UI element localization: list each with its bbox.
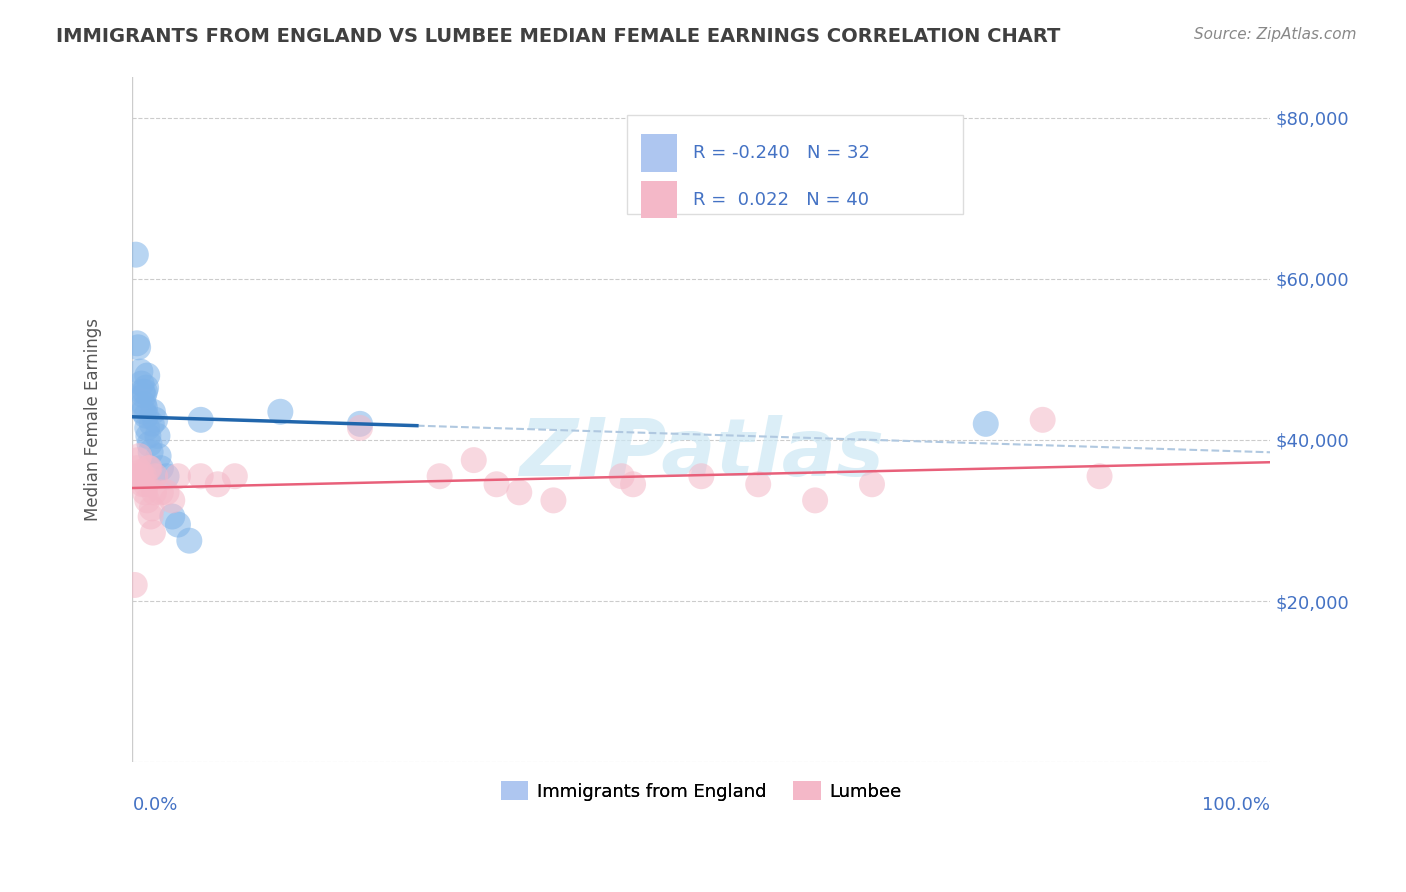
Point [162,493,184,508]
Point [167,517,190,532]
Point [349,421,371,435]
Point [167,469,190,483]
Bar [641,134,678,171]
Point [162,509,184,524]
Point [747,477,769,491]
Point [134,401,156,415]
Point [269,405,291,419]
Point [860,477,883,491]
Point [508,485,530,500]
Point [129,364,152,378]
Point [974,417,997,431]
Point [136,493,159,508]
Point [143,413,166,427]
Point [804,493,827,508]
Point [131,384,153,399]
Point [141,417,163,431]
Point [127,453,149,467]
Point [125,248,148,262]
Point [139,509,162,524]
Point [429,469,451,483]
Point [132,469,155,483]
Point [124,578,146,592]
Text: Source: ZipAtlas.com: Source: ZipAtlas.com [1194,27,1357,42]
Text: 100.0%: 100.0% [1202,797,1270,814]
Point [621,477,644,491]
Point [155,485,177,500]
Point [190,413,212,427]
Point [125,461,148,475]
Point [129,465,152,479]
Point [127,340,149,354]
Text: ZIPatlas: ZIPatlas [519,415,884,493]
Point [134,384,156,399]
Point [136,368,159,383]
Point [138,429,160,443]
Point [349,417,371,431]
Point [146,429,169,443]
Point [139,445,162,459]
Text: 0.0%: 0.0% [132,797,177,814]
Point [143,485,166,500]
Point [690,469,713,483]
Point [128,449,150,463]
Point [143,469,166,483]
Point [132,397,155,411]
Point [136,421,159,435]
Point [138,461,160,475]
Point [125,469,148,483]
Legend: Immigrants from England, Lumbee: Immigrants from England, Lumbee [494,774,910,808]
Point [610,469,633,483]
Point [125,336,148,351]
Point [224,469,246,483]
Point [207,477,229,491]
Point [1088,469,1111,483]
Text: R =  0.022   N = 40: R = 0.022 N = 40 [693,191,869,209]
Point [134,485,156,500]
Point [485,477,508,491]
Point [543,493,565,508]
Point [138,461,160,475]
Point [190,469,212,483]
Bar [627,115,963,214]
Point [132,405,155,419]
Text: IMMIGRANTS FROM ENGLAND VS LUMBEE MEDIAN FEMALE EARNINGS CORRELATION CHART: IMMIGRANTS FROM ENGLAND VS LUMBEE MEDIAN… [56,27,1060,45]
Point [131,477,153,491]
Point [155,469,177,483]
Point [463,453,485,467]
Point [1032,413,1054,427]
Point [148,449,170,463]
Point [131,376,153,391]
Point [179,533,201,548]
Point [135,409,157,423]
Point [149,485,172,500]
Point [132,389,155,403]
Point [142,405,165,419]
Point [135,477,157,491]
Text: R = -0.240   N = 32: R = -0.240 N = 32 [693,144,870,161]
Point [131,469,153,483]
Text: Median Female Earnings: Median Female Earnings [83,318,101,521]
Point [135,381,157,395]
Point [149,461,172,475]
Point [138,437,160,451]
Point [141,501,163,516]
Bar [641,181,678,219]
Point [142,525,165,540]
